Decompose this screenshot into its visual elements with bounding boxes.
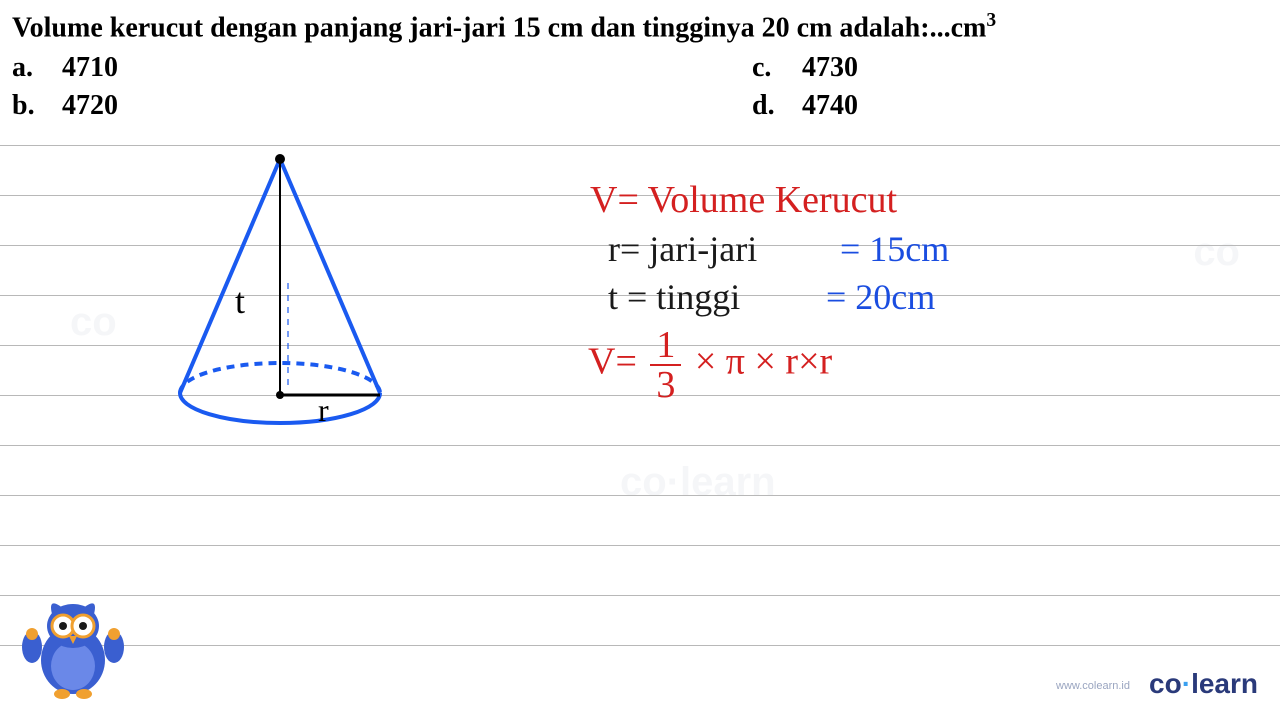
question-text: Volume kerucut dengan panjang jari-jari … bbox=[12, 8, 1268, 47]
hand-line-1: V= Volume Kerucut bbox=[590, 178, 897, 222]
cone-height-label: t bbox=[235, 280, 245, 322]
option-d-value: 4740 bbox=[802, 90, 858, 122]
option-b-value: 4720 bbox=[62, 90, 118, 122]
ruled-line bbox=[0, 645, 1280, 646]
ruled-line bbox=[0, 545, 1280, 546]
fraction-denominator: 3 bbox=[650, 366, 681, 404]
ruled-line bbox=[0, 495, 1280, 496]
cone-radius-label: r bbox=[318, 392, 329, 429]
mascot-owl bbox=[18, 592, 128, 702]
answer-options: a. 4710 c. 4730 b. 4720 d. 4740 bbox=[12, 52, 1268, 128]
fraction: 13 bbox=[650, 326, 681, 404]
formula-prefix: V= bbox=[588, 341, 646, 383]
hand-line-2-black: r= jari-jari bbox=[608, 228, 757, 270]
hand-line-2-blue: = 15cm bbox=[840, 228, 949, 270]
option-a-letter: a. bbox=[12, 52, 62, 84]
brand-logo: co·learn bbox=[1149, 668, 1258, 700]
brand-learn: learn bbox=[1191, 668, 1258, 699]
brand-url: www.colearn.id bbox=[1056, 680, 1130, 692]
ruled-line bbox=[0, 595, 1280, 596]
hand-line-3-black: t = tinggi bbox=[608, 276, 740, 318]
option-b-letter: b. bbox=[12, 90, 62, 122]
question-superscript: 3 bbox=[986, 10, 996, 31]
hand-line-3-blue: = 20cm bbox=[826, 276, 935, 318]
ruled-line bbox=[0, 445, 1280, 446]
formula-suffix: × π × r×r bbox=[685, 341, 832, 383]
question-prefix: Volume kerucut dengan panjang jari-jari … bbox=[12, 12, 986, 43]
ruled-line bbox=[0, 145, 1280, 146]
brand-dot: · bbox=[1182, 668, 1191, 699]
cone-diagram bbox=[170, 153, 390, 433]
option-a-value: 4710 bbox=[62, 52, 118, 84]
brand-co: co bbox=[1149, 668, 1182, 699]
hand-line-4: V= 13 × π × r×r bbox=[588, 326, 832, 404]
option-d-letter: d. bbox=[752, 90, 802, 122]
fraction-numerator: 1 bbox=[650, 326, 681, 366]
option-c-value: 4730 bbox=[802, 52, 858, 84]
option-c-letter: c. bbox=[752, 52, 802, 84]
